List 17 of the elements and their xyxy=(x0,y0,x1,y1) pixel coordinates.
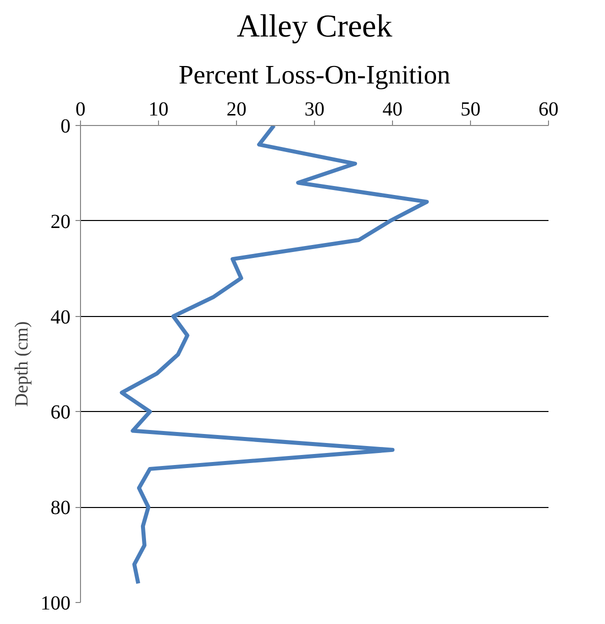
y-tick-label: 20 xyxy=(50,210,70,233)
chart-title: Alley Creek xyxy=(236,8,392,44)
x-tick-label: 20 xyxy=(226,98,246,120)
y-tick-label: 40 xyxy=(50,306,70,328)
x-tick-label: 30 xyxy=(304,98,324,120)
x-tick-label: 10 xyxy=(148,98,168,120)
y-tick-label: 100 xyxy=(40,592,70,614)
y-tick-label: 80 xyxy=(50,497,70,520)
x-tick-label: 50 xyxy=(460,98,480,120)
y-axis-title: Depth (cm) xyxy=(12,321,32,407)
line-series xyxy=(120,126,429,586)
x-tick-label: 0 xyxy=(76,98,86,120)
x-tick-label: 60 xyxy=(538,98,558,120)
x-tick-label: 40 xyxy=(382,98,402,120)
chart-subtitle: Percent Loss-On-Ignition xyxy=(178,60,450,90)
y-tick-label: 0 xyxy=(60,116,70,138)
y-tick-label: 60 xyxy=(50,402,70,424)
